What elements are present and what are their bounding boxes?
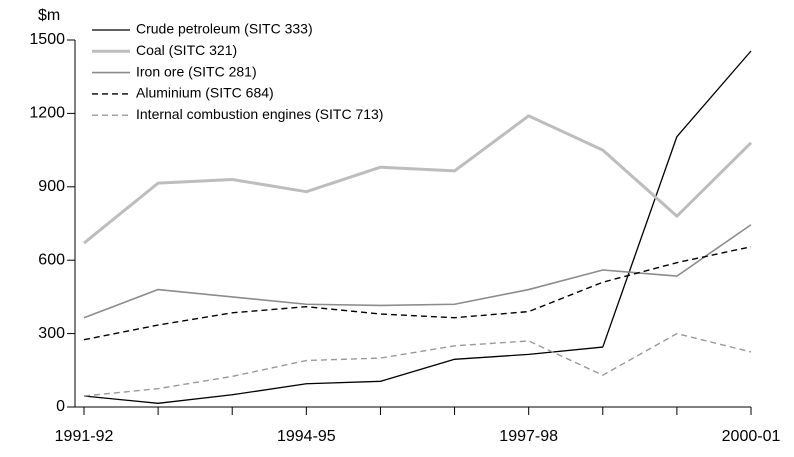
y-axis-label: $m <box>38 7 60 24</box>
series-line <box>83 246 752 341</box>
legend-label: Coal (SITC 321) <box>136 42 237 58</box>
series-line <box>83 224 752 319</box>
legend-label: Crude petroleum (SITC 333) <box>136 21 313 37</box>
legend-label: Iron ore (SITC 281) <box>136 63 257 79</box>
series-line <box>83 50 752 404</box>
y-tick-label: 1500 <box>29 31 65 48</box>
legend-label: Aluminium (SITC 684) <box>136 85 274 101</box>
series-line <box>83 332 752 397</box>
legend-label: Internal combustion engines (SITC 713) <box>136 106 383 122</box>
y-tick-label: 900 <box>38 178 65 195</box>
x-tick-label: 2000-01 <box>722 428 781 445</box>
y-tick-label: 0 <box>56 398 65 415</box>
y-tick-label: 300 <box>38 325 65 342</box>
x-tick-label: 1994-95 <box>277 428 336 445</box>
y-tick-label: 1200 <box>29 105 65 122</box>
x-tick-label: 1991-92 <box>55 428 114 445</box>
series-line <box>83 114 753 245</box>
y-tick-label: 600 <box>38 251 65 268</box>
x-tick-label: 1997-98 <box>499 428 558 445</box>
